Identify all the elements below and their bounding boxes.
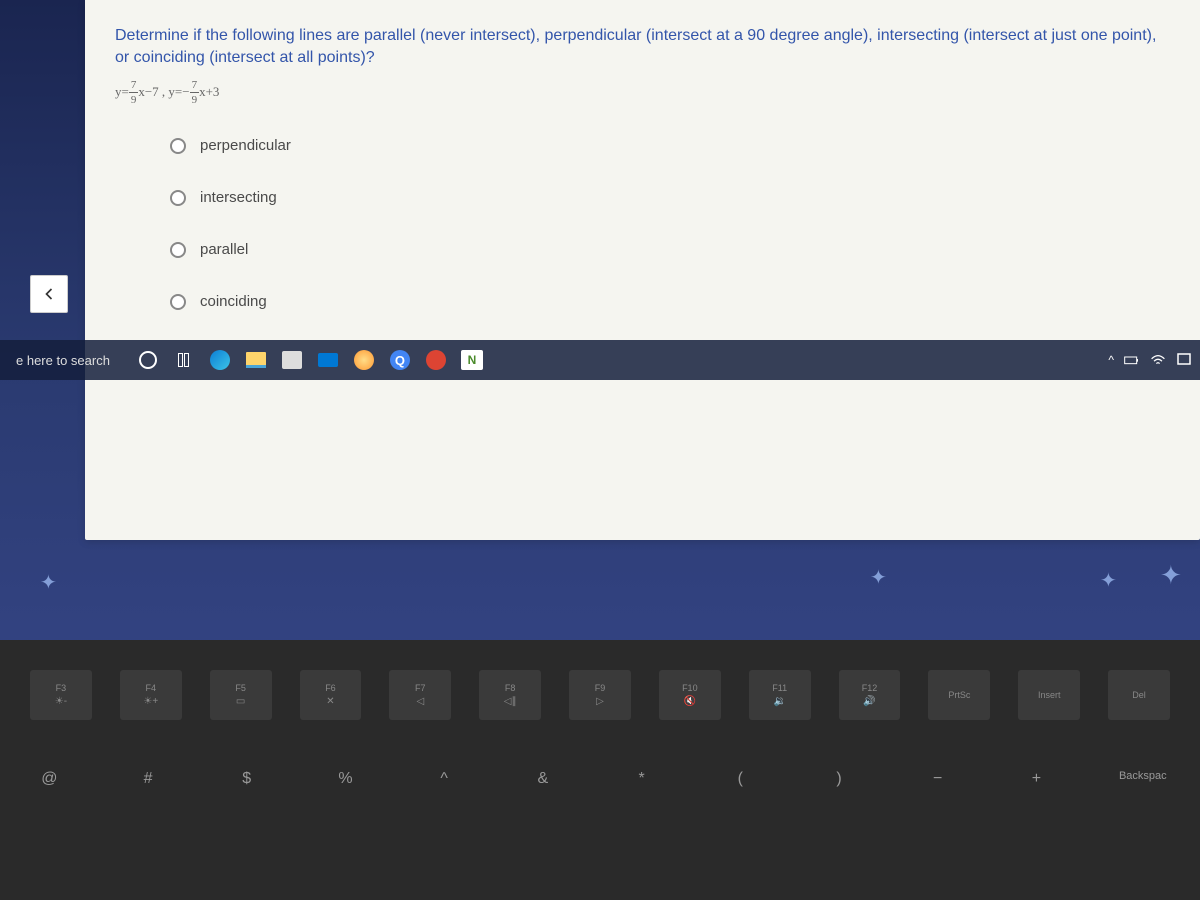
mail-icon bbox=[318, 353, 338, 367]
key-rparen: ) bbox=[820, 770, 859, 788]
battery-icon[interactable] bbox=[1124, 352, 1140, 368]
edge-icon bbox=[210, 350, 230, 370]
app-button[interactable]: N bbox=[456, 344, 488, 376]
key-backspace: Backspac bbox=[1116, 770, 1170, 788]
option-coinciding[interactable]: coinciding bbox=[170, 293, 1170, 310]
key-lparen: ( bbox=[721, 770, 760, 788]
task-view-button[interactable] bbox=[168, 344, 200, 376]
key-hash: # bbox=[129, 770, 168, 788]
key-at: @ bbox=[30, 770, 69, 788]
key-f8: F8◁∥ bbox=[479, 670, 541, 720]
circle-icon bbox=[354, 350, 374, 370]
key-star: * bbox=[622, 770, 661, 788]
radio-icon bbox=[170, 190, 186, 206]
key-caret: ^ bbox=[425, 770, 464, 788]
cortana-icon bbox=[139, 351, 157, 369]
sparkle-decoration: ✦ bbox=[1100, 568, 1117, 593]
notification-icon[interactable] bbox=[1176, 352, 1192, 368]
key-f3: F3☀- bbox=[30, 670, 92, 720]
option-intersecting[interactable]: intersecting bbox=[170, 189, 1170, 206]
key-minus: − bbox=[918, 770, 957, 788]
key-f7: F7◁ bbox=[389, 670, 451, 720]
task-view-icon bbox=[178, 353, 189, 367]
option-label: intersecting bbox=[200, 189, 277, 206]
option-perpendicular[interactable]: perpendicular bbox=[170, 137, 1170, 154]
search-box[interactable]: e here to search bbox=[16, 353, 110, 368]
edge-button[interactable] bbox=[204, 344, 236, 376]
wifi-icon[interactable] bbox=[1150, 352, 1166, 368]
key-del: Del bbox=[1108, 670, 1170, 720]
key-plus: + bbox=[1017, 770, 1056, 788]
system-tray: ^ bbox=[1108, 352, 1192, 368]
key-f5: F5▭ bbox=[210, 670, 272, 720]
physical-keyboard: F3☀- F4☀+ F5▭ F6✕ F7◁ F8◁∥ F9▷ F10🔇 F11🔉… bbox=[0, 640, 1200, 900]
option-label: coinciding bbox=[200, 293, 267, 310]
options-group: perpendicular intersecting parallel coin… bbox=[170, 137, 1170, 310]
cortana-button[interactable] bbox=[132, 344, 164, 376]
key-insert: Insert bbox=[1018, 670, 1080, 720]
radio-icon bbox=[170, 294, 186, 310]
key-f6: F6✕ bbox=[300, 670, 362, 720]
option-label: perpendicular bbox=[200, 137, 291, 154]
compass-icon bbox=[426, 350, 446, 370]
question-panel: Determine if the following lines are par… bbox=[85, 0, 1200, 540]
key-prtsc: PrtSc bbox=[928, 670, 990, 720]
app-button[interactable]: Q bbox=[384, 344, 416, 376]
option-label: parallel bbox=[200, 241, 248, 258]
key-f11: F11🔉 bbox=[749, 670, 811, 720]
key-f12: F12🔊 bbox=[839, 670, 901, 720]
key-dollar: $ bbox=[227, 770, 266, 788]
mail-button[interactable] bbox=[312, 344, 344, 376]
function-key-row: F3☀- F4☀+ F5▭ F6✕ F7◁ F8◁∥ F9▷ F10🔇 F11🔉… bbox=[0, 640, 1200, 730]
n-app-icon: N bbox=[461, 350, 483, 370]
windows-taskbar: e here to search Q N bbox=[0, 340, 1200, 380]
key-f9: F9▷ bbox=[569, 670, 631, 720]
tray-chevron[interactable]: ^ bbox=[1108, 353, 1114, 367]
sparkle-decoration: ✦ bbox=[870, 565, 887, 590]
key-amp: & bbox=[524, 770, 563, 788]
chevron-left-icon bbox=[39, 284, 59, 304]
prev-question-button[interactable] bbox=[30, 275, 68, 313]
store-icon bbox=[282, 351, 302, 369]
key-percent: % bbox=[326, 770, 365, 788]
equation-display: y=79x−7 , y=−79x+3 bbox=[115, 78, 1170, 108]
app-button[interactable] bbox=[420, 344, 452, 376]
folder-icon bbox=[246, 352, 266, 368]
key-f10: F10🔇 bbox=[659, 670, 721, 720]
app-button[interactable] bbox=[348, 344, 380, 376]
sparkle-decoration: ✦ bbox=[1160, 560, 1182, 591]
file-explorer-button[interactable] bbox=[240, 344, 272, 376]
sparkle-decoration: ✦ bbox=[40, 570, 57, 595]
radio-icon bbox=[170, 242, 186, 258]
question-prompt: Determine if the following lines are par… bbox=[115, 25, 1170, 70]
number-key-row: @ # $ % ^ & * ( ) − + Backspac bbox=[0, 730, 1200, 798]
search-app-icon: Q bbox=[390, 350, 410, 370]
option-parallel[interactable]: parallel bbox=[170, 241, 1170, 258]
radio-icon bbox=[170, 138, 186, 154]
store-button[interactable] bbox=[276, 344, 308, 376]
key-f4: F4☀+ bbox=[120, 670, 182, 720]
